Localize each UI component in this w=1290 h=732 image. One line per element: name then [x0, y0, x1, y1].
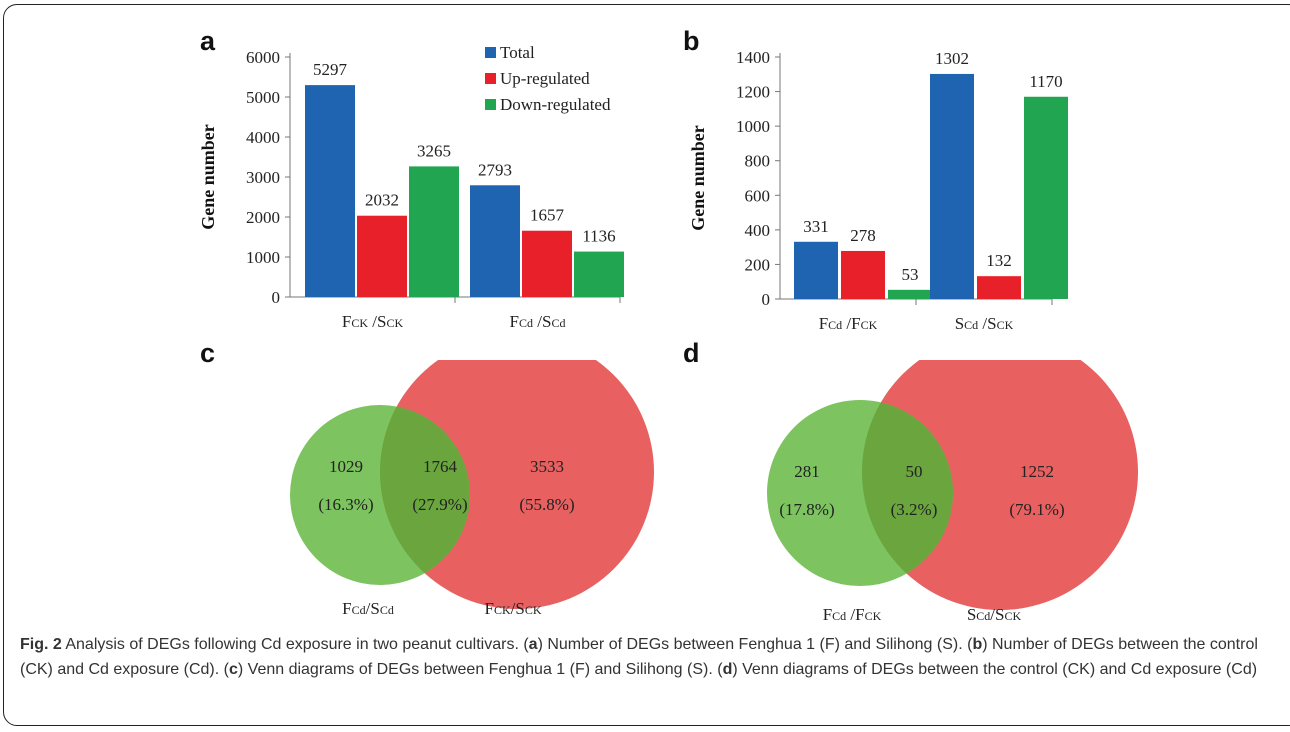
- y-tick-label: 2000: [246, 208, 280, 227]
- data-label: 3265: [417, 141, 451, 160]
- figure-caption: Fig. 2 Analysis of DEGs following Cd exp…: [20, 632, 1280, 682]
- venn-percent: (27.9%): [412, 495, 467, 514]
- y-tick-label: 200: [745, 255, 771, 274]
- bar: [522, 230, 572, 297]
- y-axis-label: Gene number: [688, 125, 708, 231]
- venn-diagram-d: 281 (17.8%) 50 (3.2%) 1252 (79.1%) FCd /FCK SCd…: [767, 360, 1138, 624]
- bar: [1024, 96, 1068, 299]
- data-label: 2793: [478, 160, 512, 179]
- y-tick-label: 5000: [246, 88, 280, 107]
- caption-segment: ) Number of DEGs between Fenghua 1 (F) a…: [537, 636, 973, 653]
- y-tick-label: 1200: [736, 83, 770, 102]
- bar: [574, 251, 624, 297]
- y-tick-label: 600: [745, 186, 771, 205]
- caption-panel-ref: a: [528, 636, 538, 653]
- venn-count: 281: [794, 462, 820, 481]
- y-tick-label: 1400: [736, 48, 770, 67]
- caption-text: Analysis of DEGs following Cd exposure i…: [20, 636, 1258, 678]
- venn-count: 1029: [329, 457, 363, 476]
- venn-count: 3533: [530, 457, 564, 476]
- bar: [305, 85, 355, 297]
- venn-set-label: FCK/SCK: [484, 599, 541, 618]
- data-label: 2032: [365, 191, 399, 210]
- venn-set-label: FCd/SCd: [342, 599, 394, 618]
- bar: [409, 166, 459, 297]
- y-tick-label: 0: [272, 288, 281, 307]
- venn-count: 50: [906, 462, 923, 481]
- caption-segment: ) Venn diagrams of DEGs between the cont…: [732, 661, 1258, 678]
- data-label: 5297: [313, 60, 348, 79]
- data-label: 1170: [1029, 72, 1062, 91]
- venn-percent: (79.1%): [1009, 500, 1064, 519]
- x-tick-label: FCK /SCK: [342, 312, 404, 330]
- x-tick-label: SCd /SCK: [955, 314, 1014, 330]
- venn-count: 1252: [1020, 462, 1054, 481]
- venn-percent: (17.8%): [779, 500, 834, 519]
- data-label: 331: [803, 217, 829, 236]
- data-label: 53: [902, 265, 919, 284]
- legend-label: Up-regulated: [500, 69, 590, 88]
- caption-segment: ) Number of DEGs between the control (CK…: [20, 636, 1258, 678]
- venn-overlap: [380, 405, 470, 585]
- x-tick-label: FCd /SCd: [510, 312, 566, 330]
- panel-label-d: d: [683, 338, 700, 368]
- bar: [357, 215, 407, 297]
- caption-panel-ref: c: [228, 661, 238, 678]
- panel-label-a: a: [200, 26, 216, 56]
- bar: [470, 185, 520, 297]
- y-tick-label: 1000: [246, 248, 280, 267]
- bar: [930, 73, 974, 299]
- legend-swatch: [485, 73, 496, 84]
- y-tick-label: 800: [745, 152, 771, 171]
- venn-percent: (16.3%): [318, 495, 373, 514]
- venn-set-label: SCd/SCK: [967, 605, 1022, 624]
- y-tick-label: 0: [762, 290, 771, 309]
- caption-fig-label: Fig. 2: [20, 636, 62, 653]
- bar-chart-a: Gene number 0 1000 2000 3000 4000 5000 6000 5297…: [198, 43, 624, 330]
- panel-label-b: b: [683, 26, 700, 56]
- legend-label: Down-regulated: [500, 95, 611, 114]
- data-label: 1657: [530, 206, 565, 225]
- y-tick-label: 400: [745, 221, 771, 240]
- y-tick-label: 1000: [736, 117, 770, 136]
- bar-chart-b: Gene number 0 200 400 600 800 1000 1200 1400 331 2…: [688, 48, 1068, 330]
- panel-label-c: c: [200, 338, 216, 368]
- caption-segment: Analysis of DEGs following Cd exposure i…: [61, 636, 529, 653]
- venn-diagram-c: 1029 (16.3%) 1764 (27.9%) 3533 (55.8%) FCd/SCd…: [290, 360, 654, 618]
- bar: [888, 289, 932, 299]
- y-tick-label: 3000: [246, 168, 280, 187]
- caption-panel-ref: d: [722, 661, 733, 678]
- data-label: 1136: [582, 227, 615, 246]
- venn-percent: (55.8%): [519, 495, 574, 514]
- bar: [977, 276, 1021, 299]
- bar: [841, 250, 885, 299]
- caption-panel-ref: b: [972, 636, 983, 653]
- caption-segment: ) Venn diagrams of DEGs between Fenghua …: [237, 661, 723, 678]
- legend-swatch: [485, 47, 496, 58]
- data-label: 132: [986, 251, 1012, 270]
- x-tick-label: FCd /FCK: [819, 314, 878, 330]
- data-label: 278: [850, 226, 876, 245]
- legend-swatch: [485, 99, 496, 110]
- y-axis-label: Gene number: [198, 124, 218, 230]
- bar: [794, 241, 838, 299]
- venn-set-label: FCd /FCK: [823, 605, 882, 624]
- figure-frame: [3, 4, 1290, 726]
- venn-count: 1764: [423, 457, 458, 476]
- y-tick-label: 4000: [246, 128, 280, 147]
- venn-percent: (3.2%): [891, 500, 938, 519]
- data-label: 1302: [935, 49, 969, 68]
- y-tick-label: 6000: [246, 48, 280, 67]
- legend-label: Total: [500, 43, 535, 62]
